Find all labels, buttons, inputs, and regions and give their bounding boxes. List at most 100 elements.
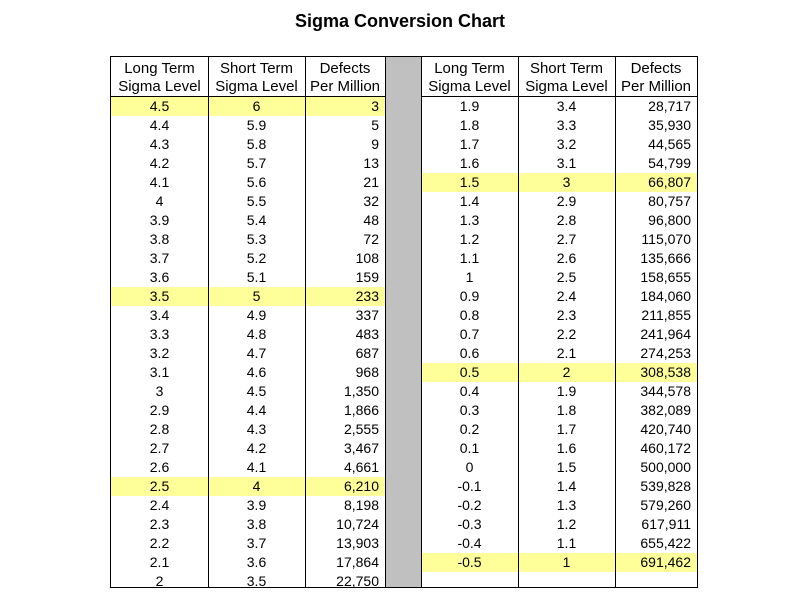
header-line: Sigma Level [428,78,511,95]
table-row: 4.2 5.7 13 [111,154,697,173]
long-term-cell: 3.5 [111,287,208,306]
long-term-cell: -0.4 [457,535,482,551]
short-term-cell: 2.8 [556,212,577,228]
defects-cell: 617,911 [641,516,691,532]
table-row: 4 5.5 32 [111,192,697,211]
defects-cell: 21 [363,174,379,190]
long-term-cell: 1.2 [459,231,480,247]
defects-cell: 1,350 [343,383,379,399]
header-line: Short Term [529,60,604,77]
long-term-cell: 0.3 [459,402,480,418]
table-row: 2.6 4.1 4,661 [111,458,697,477]
long-term-cell: 2.8 [149,421,170,437]
defects-cell: 184,060 [640,288,691,304]
long-term-cell: 1.9 [459,98,480,114]
header-long-term-left: Long Term Sigma Level [111,57,208,97]
long-term-cell: 2.2 [149,535,170,551]
column-divider [421,57,422,587]
long-term-cell: 0.2 [459,421,480,437]
short-term-cell: 3.2 [556,136,577,152]
header-line: Long Term [124,60,195,77]
table-row: 0.3 1.8 382,089 [111,401,697,420]
long-term-cell: -0.1 [457,478,482,494]
table-row: -0.1 1.4 539,828 [111,477,697,496]
defects-cell: 48 [363,212,379,228]
long-term-cell: 4.4 [149,117,170,133]
long-term-cell: 3 [155,383,164,399]
short-term-cell: 3 [518,173,615,192]
table-row: 3.1 4.6 968 [111,363,697,382]
defects-cell: 13 [363,155,379,171]
long-term-cell: 0.6 [459,345,480,361]
long-term-cell: 1 [465,269,474,285]
table-row: 0.4 1.9 344,578 [111,382,697,401]
table-row: 3.2 4.7 687 [111,344,697,363]
long-term-cell: 4.5 [111,97,208,116]
defects-cell: 655,422 [640,535,691,551]
defects-cell: 10,724 [336,516,379,532]
short-term-cell: 5.9 [246,117,267,133]
long-term-cell: 2.1 [149,554,170,570]
table-row: 0.5 2 308,538 [111,363,697,382]
table-row: 1.8 3.3 35,930 [111,116,697,135]
long-term-cell: 4.2 [149,155,170,171]
short-term-cell: 4.5 [246,383,267,399]
long-term-cell: 2.4 [149,497,170,513]
short-term-cell: 4.4 [246,402,267,418]
sigma-conversion-table: Long Term Sigma Level Short Term Sigma L… [110,56,698,589]
long-term-cell: 2.7 [149,440,170,456]
defects-cell: 54,799 [648,155,691,171]
long-term-cell: 1.3 [459,212,480,228]
short-term-cell: 4.9 [246,307,267,323]
defects-cell: 211,855 [641,307,691,323]
short-term-cell: 1.5 [556,459,577,475]
defects-cell: 8,198 [343,497,379,513]
table-row: 2.3 3.8 10,724 [111,515,697,534]
header-long-term-right: Long Term Sigma Level [421,57,518,97]
defects-cell: 13,903 [336,535,379,551]
short-term-cell: 1.2 [556,516,577,532]
defects-cell: 308,538 [615,363,697,382]
short-term-cell: 3.9 [246,497,267,513]
long-term-cell: 2.9 [149,402,170,418]
table-row: -0.5 1 691,462 [111,553,697,572]
long-term-cell: 3.7 [149,250,170,266]
short-term-cell: 1.9 [556,383,577,399]
long-term-cell: 3.8 [149,231,170,247]
table-row: 3.4 4.9 337 [111,306,697,325]
short-term-cell: 4.6 [246,364,267,380]
short-term-cell: 2 [518,363,615,382]
short-term-cell: 3.6 [246,554,267,570]
table-row: 4.3 5.8 9 [111,135,697,154]
table-row: 4.1 5.6 21 [111,173,697,192]
header-line: Sigma Level [118,78,201,95]
defects-cell: 158,655 [640,269,691,285]
short-term-cell: 1.4 [556,478,577,494]
table-row: 3.5 5 233 [111,287,697,306]
defects-cell: 1,866 [343,402,379,418]
table-row: 1 2.5 158,655 [111,268,697,287]
long-term-cell: 1.8 [459,117,480,133]
table-row: -0.2 1.3 579,260 [111,496,697,515]
defects-cell: 72 [363,231,379,247]
short-term-cell: 3.5 [246,573,267,589]
short-term-cell: 5 [208,287,305,306]
defects-cell: 337 [355,307,379,323]
header-defects-right: Defects Per Million [615,57,697,97]
page-title: Sigma Conversion Chart [294,11,506,31]
long-term-cell: 4.3 [149,136,170,152]
header-defects-left: Defects Per Million [305,57,385,97]
short-term-cell: 4.7 [246,345,267,361]
long-term-cell: 0.9 [459,288,480,304]
long-term-cell: 3.4 [149,307,170,323]
column-divider [208,57,209,587]
long-term-cell: 1.7 [459,136,480,152]
long-term-cell: 0.1 [459,440,480,456]
short-term-cell: 6 [208,97,305,116]
short-term-cell: 1.6 [556,440,577,456]
table-row: 1.2 2.7 115,070 [111,230,697,249]
defects-cell: 2,555 [343,421,379,437]
defects-cell: 483 [355,326,379,342]
long-term-cell: 0.7 [459,326,480,342]
short-term-cell: 3.8 [246,516,267,532]
